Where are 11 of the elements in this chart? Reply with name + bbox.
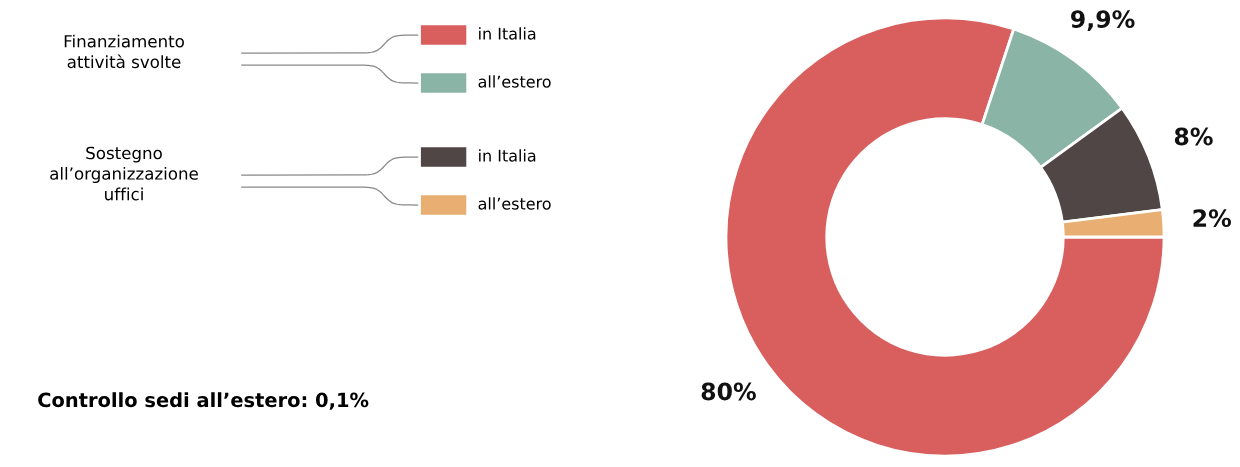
data-label: 8% bbox=[1174, 127, 1213, 146]
legend-label: all’estero bbox=[478, 197, 551, 210]
text: Sostegno all’organizzazione uffici bbox=[50, 146, 198, 201]
data-label: 9,9% bbox=[1071, 10, 1135, 32]
data-label: 80% bbox=[701, 382, 756, 401]
data-label: 2% bbox=[1193, 209, 1231, 228]
legend-label: all’estero bbox=[478, 75, 551, 88]
legend-label: in Italia bbox=[479, 27, 536, 40]
legend-label: in Italia bbox=[479, 149, 536, 162]
text: Controllo sedi all’estero: 0,1% bbox=[38, 392, 369, 410]
text: Finanziamento attività svolte bbox=[64, 34, 184, 69]
